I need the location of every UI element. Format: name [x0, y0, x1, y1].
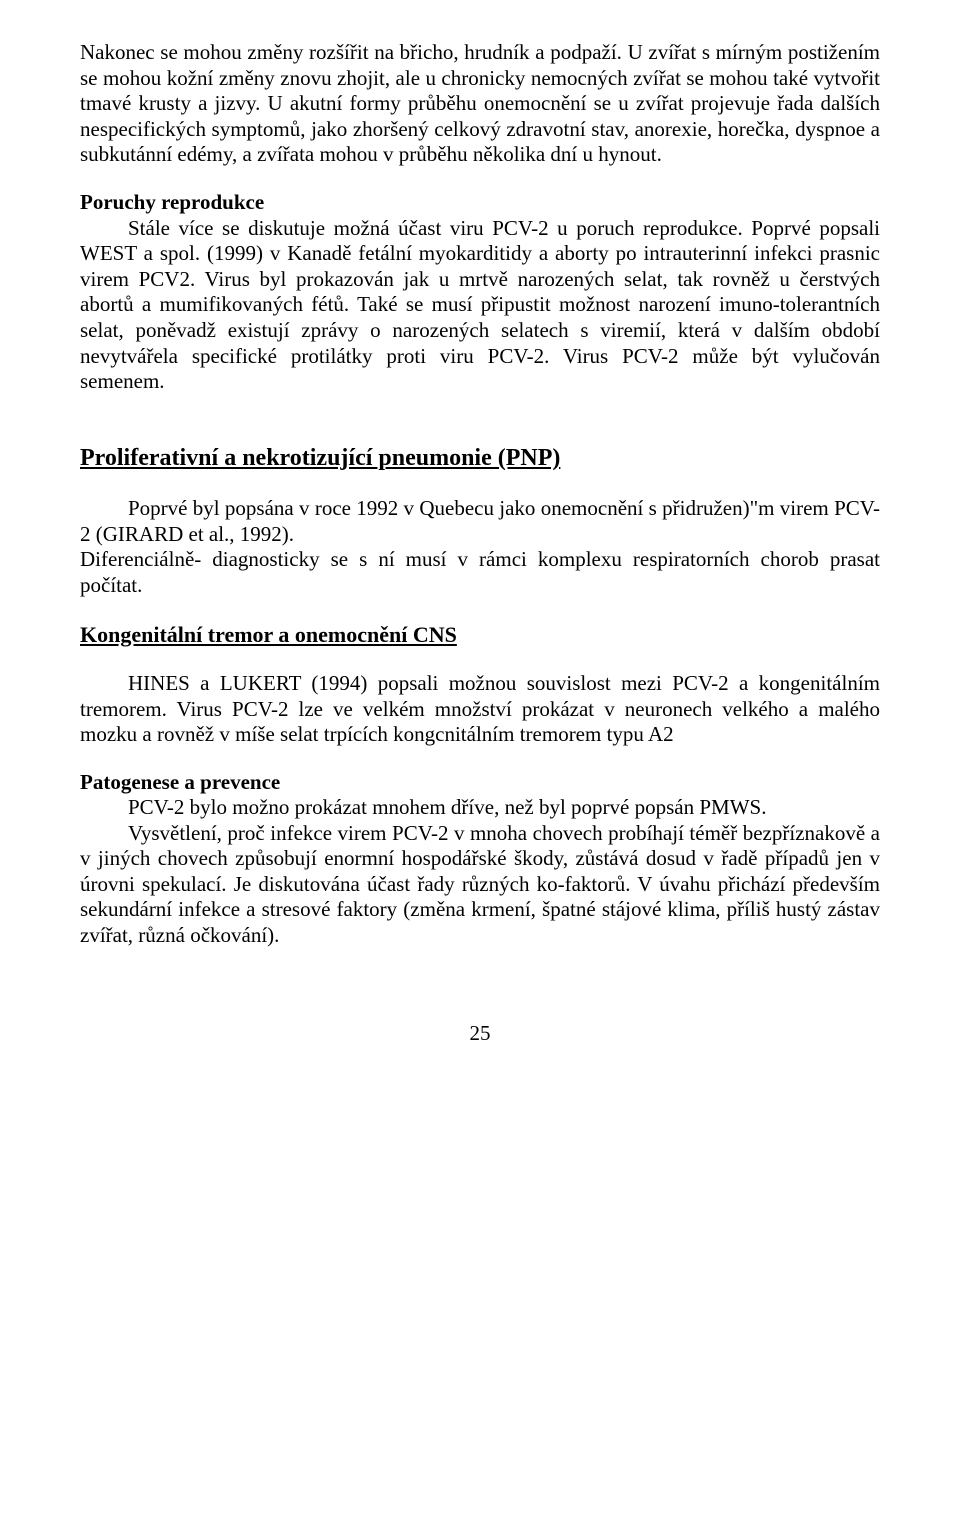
- reproduction-body: Stále více se diskutuje možná účast viru…: [80, 216, 880, 395]
- pathogenesis-paragraph-2: Vysvětlení, proč infekce virem PCV-2 v m…: [80, 821, 880, 949]
- page-number: 25: [80, 1021, 880, 1046]
- intro-paragraph: Nakonec se mohou změny rozšířit na břich…: [80, 40, 880, 168]
- pnp-paragraph-1: Poprvé byl popsána v roce 1992 v Quebecu…: [80, 496, 880, 547]
- cns-heading: Kongenitální tremor a onemocnění CNS: [80, 621, 880, 650]
- pnp-paragraph-2: Diferenciálně- diagnosticky se s ní musí…: [80, 547, 880, 598]
- reproduction-heading: Poruchy reprodukce: [80, 190, 880, 216]
- pathogenesis-heading: Patogenese a prevence: [80, 770, 880, 795]
- cns-paragraph-1: HINES a LUKERT (1994) popsali možnou sou…: [80, 671, 880, 748]
- pathogenesis-paragraph-1: PCV-2 bylo možno prokázat mnohem dříve, …: [80, 795, 880, 821]
- reproduction-section: Poruchy reprodukce Stále více se diskutu…: [80, 190, 880, 395]
- pnp-heading: Proliferativní a nekrotizující pneumonie…: [80, 443, 880, 474]
